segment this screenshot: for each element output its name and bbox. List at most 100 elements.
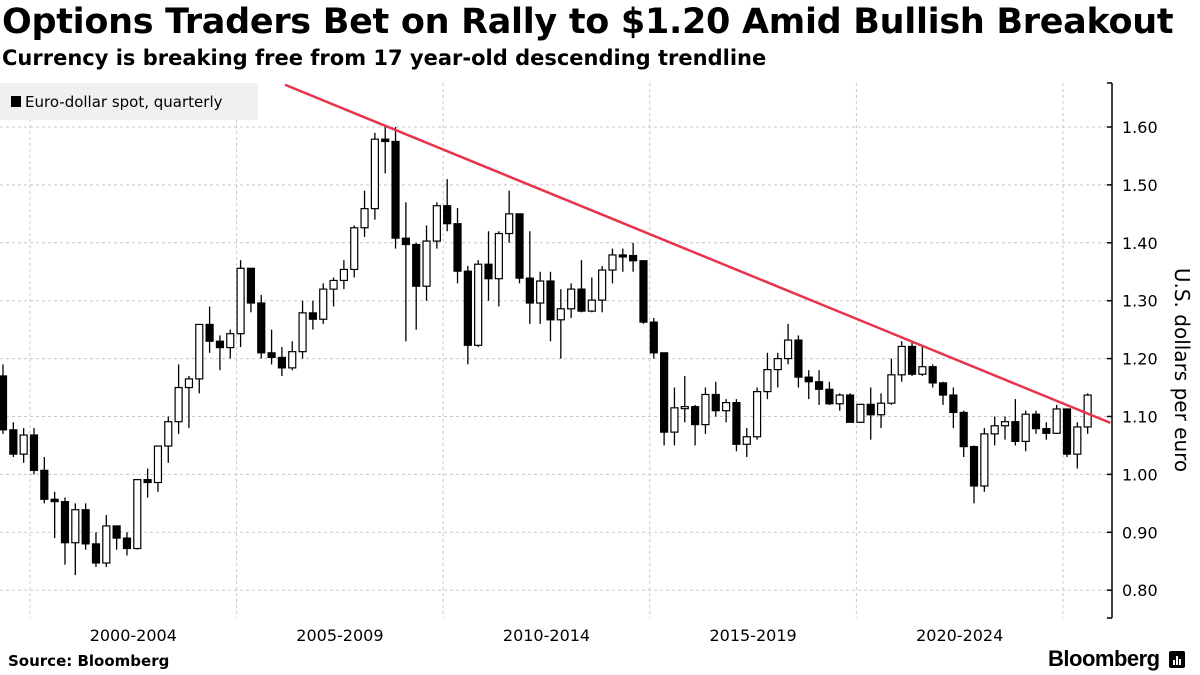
candle (773, 352, 782, 388)
candle (639, 260, 648, 324)
candle-body-down (246, 267, 256, 304)
x-tick-label: 2005-2009 (296, 626, 383, 645)
candle-body-up (505, 213, 514, 235)
candle-body-up (164, 421, 173, 447)
candle (195, 323, 204, 394)
candle (546, 271, 555, 342)
candle-body-up (752, 391, 762, 438)
candle (567, 283, 576, 319)
candle (876, 393, 886, 429)
candle (381, 127, 390, 174)
candle (1052, 404, 1061, 434)
candle-body-down (112, 525, 121, 539)
candle-body-down (205, 323, 214, 342)
candle (1031, 410, 1041, 434)
candle (494, 231, 503, 307)
candle (969, 445, 979, 504)
candle-body-down (1031, 413, 1041, 430)
y-tick-label: 1.50 (1122, 176, 1158, 195)
candle (91, 532, 101, 568)
candle-body-down (866, 403, 875, 416)
candle-body-down (618, 254, 627, 258)
candle (164, 416, 173, 463)
candle (453, 208, 462, 284)
candle-body-down (711, 393, 720, 412)
candle-body-down (60, 501, 70, 544)
candle (763, 352, 772, 400)
candle-body-down (215, 340, 225, 349)
candle-body-up (773, 358, 782, 371)
candle (463, 265, 472, 365)
y-tick-label: 1.40 (1122, 234, 1158, 253)
y-tick-label: 1.60 (1122, 118, 1158, 137)
candle (9, 422, 18, 458)
candle-body-down (804, 376, 813, 383)
candle (443, 179, 452, 232)
candle (515, 213, 524, 284)
candle-body-up (319, 288, 328, 320)
candle-body-down (267, 352, 276, 359)
candle-body-up (432, 205, 441, 242)
candle (866, 387, 875, 440)
candle (711, 381, 720, 417)
candle (267, 329, 276, 365)
candle (339, 260, 348, 290)
candle-body-up (1000, 421, 1010, 427)
candle-body-up (1073, 426, 1082, 455)
chart-subtitle: Currency is breaking free from 17 year-o… (2, 46, 767, 70)
candle-body-down (649, 321, 658, 354)
candle (288, 341, 297, 371)
candle-body-down (443, 205, 452, 225)
candle (918, 347, 927, 376)
candle (401, 202, 410, 342)
y-tick-label: 1.00 (1122, 465, 1158, 484)
candle (577, 260, 586, 313)
candle (329, 277, 338, 307)
candle-body-down (639, 260, 648, 323)
candle (412, 242, 421, 330)
candle-body-down (732, 402, 741, 445)
candle (184, 375, 194, 429)
candle (474, 260, 483, 348)
x-tick-label: 2015-2019 (709, 626, 796, 645)
candle-body-up (133, 479, 142, 550)
candle (856, 403, 865, 423)
candle (949, 387, 958, 429)
candle (484, 231, 493, 301)
candle (60, 497, 70, 565)
candle-body-up (897, 345, 906, 376)
candle-body-up (370, 138, 379, 210)
candle (319, 283, 328, 324)
candle-body-down (577, 288, 586, 312)
candle (257, 294, 266, 359)
candle (40, 457, 49, 504)
candle-body-down (845, 394, 855, 423)
candle-body-up (1021, 413, 1030, 442)
x-tick-label: 2020-2024 (916, 626, 1003, 645)
candle-body-up (680, 406, 689, 410)
bloomberg-logo: Bloomberg (1048, 646, 1185, 672)
candle-body-down (50, 498, 59, 503)
y-tick-label: 0.80 (1122, 581, 1158, 600)
x-tick-label: 2010-2014 (503, 626, 590, 645)
candle (598, 265, 607, 313)
candle (556, 289, 565, 359)
candle-body-down (907, 345, 917, 375)
candle-body-up (742, 436, 751, 445)
candle-body-up (226, 333, 235, 349)
candle-body-down (91, 543, 101, 564)
candle-body-up (783, 339, 793, 360)
candle-body-up (990, 425, 999, 435)
candle-body-down (691, 406, 700, 426)
candle-body-down (629, 254, 638, 262)
candle (887, 358, 896, 405)
candle (649, 318, 658, 359)
candle (618, 248, 627, 272)
candle-body-down (81, 509, 90, 545)
candle-body-up (153, 445, 163, 484)
candle (980, 428, 989, 492)
candle-body-up (670, 407, 679, 433)
candle-body-up (298, 312, 307, 353)
candle (804, 370, 813, 400)
